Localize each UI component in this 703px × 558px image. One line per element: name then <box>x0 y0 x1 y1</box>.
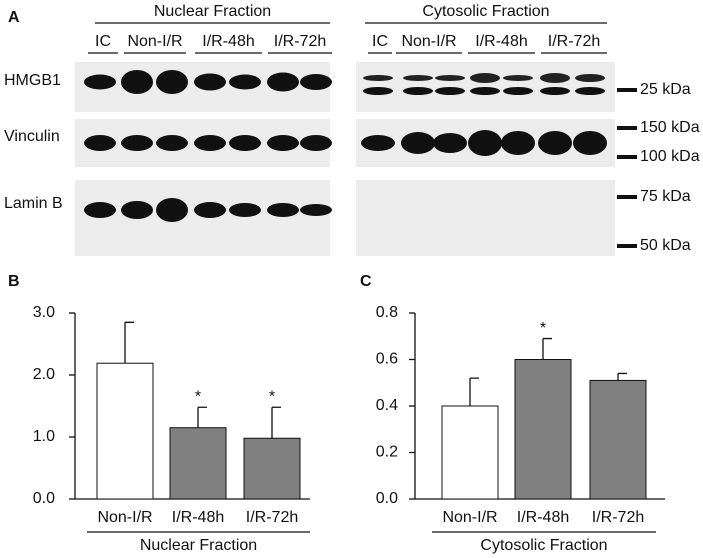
row-label: Lamin B <box>4 195 63 212</box>
blot-membrane <box>356 180 615 256</box>
band <box>403 87 433 95</box>
band <box>503 75 533 81</box>
bar <box>243 437 301 500</box>
marker-label: 150 kDa <box>640 119 700 136</box>
lane-label: I/R-72h <box>548 33 600 50</box>
error-bar <box>197 406 207 428</box>
band <box>538 131 572 155</box>
x-axis-title: Nuclear Fraction <box>140 537 257 554</box>
significance-star: * <box>195 388 201 405</box>
error-bar <box>617 372 627 381</box>
marker-label: 50 kDa <box>640 237 691 254</box>
band <box>300 135 332 151</box>
lane-label: IC <box>372 33 388 50</box>
band <box>363 75 393 81</box>
band <box>300 204 332 216</box>
y-tick-label: 1.0 <box>33 428 55 445</box>
band <box>503 87 533 95</box>
band <box>84 135 116 151</box>
band <box>194 202 226 218</box>
band <box>267 72 299 92</box>
lane-label: Non-I/R <box>127 33 182 50</box>
y-tick-label: 2.0 <box>33 366 55 383</box>
band <box>121 70 153 94</box>
band <box>267 203 299 217</box>
band <box>435 75 465 81</box>
error-bar <box>469 377 479 406</box>
band <box>433 133 467 153</box>
lane-label: IC <box>95 33 111 50</box>
lane-label: I/R-48h <box>202 33 254 50</box>
band <box>361 135 395 151</box>
y-tick-label: 0.4 <box>376 397 398 414</box>
y-tick-label: 0.0 <box>33 490 55 507</box>
y-tick-label: 0.6 <box>376 351 398 368</box>
band <box>84 74 116 90</box>
significance-star: * <box>269 388 275 405</box>
x-tick-label: Non-I/R <box>97 509 152 526</box>
band <box>575 87 605 95</box>
bar <box>514 359 572 500</box>
band <box>156 198 188 222</box>
band <box>575 74 605 82</box>
x-tick-label: I/R-48h <box>172 509 224 526</box>
row-label: HMGB1 <box>4 72 61 89</box>
y-tick-label: 0.2 <box>376 444 398 461</box>
group-title: Nuclear Fraction <box>154 3 271 20</box>
band <box>300 74 332 90</box>
band <box>229 74 261 90</box>
band <box>540 73 570 83</box>
band <box>194 73 226 91</box>
x-tick-label: I/R-72h <box>246 509 298 526</box>
band <box>470 87 500 95</box>
band <box>194 135 226 151</box>
marker-label: 100 kDa <box>640 148 700 165</box>
x-tick-label: I/R-48h <box>517 509 569 526</box>
error-bar <box>124 321 134 364</box>
panel-label: C <box>360 273 372 290</box>
significance-star: * <box>540 320 546 337</box>
error-bar <box>542 337 552 360</box>
band <box>121 135 153 151</box>
panel-label: B <box>8 273 20 290</box>
error-bar <box>271 406 281 439</box>
lane-label: I/R-48h <box>475 33 527 50</box>
bar <box>96 362 154 500</box>
band <box>573 131 607 155</box>
bar <box>441 405 499 500</box>
row-label: Vinculin <box>4 128 60 145</box>
blot-membrane <box>75 180 330 256</box>
bar <box>589 379 647 500</box>
band <box>435 87 465 95</box>
lane-label: Non-I/R <box>401 33 456 50</box>
band <box>156 135 188 151</box>
band <box>363 87 393 95</box>
panel-label: A <box>8 9 20 26</box>
band <box>267 135 299 151</box>
marker-label: 75 kDa <box>640 188 691 205</box>
band <box>84 202 116 218</box>
band <box>229 203 261 217</box>
band <box>540 87 570 95</box>
x-tick-label: Non-I/R <box>442 509 497 526</box>
x-tick-label: I/R-72h <box>592 509 644 526</box>
y-tick-label: 3.0 <box>33 304 55 321</box>
y-tick-label: 0.0 <box>376 490 398 507</box>
x-axis-title: Cytosolic Fraction <box>480 537 607 554</box>
band <box>156 70 188 94</box>
band <box>403 75 433 81</box>
band <box>401 132 435 154</box>
band <box>229 135 261 151</box>
band <box>501 131 535 155</box>
band <box>468 130 502 156</box>
blot-membrane <box>356 62 615 112</box>
lane-label: I/R-72h <box>274 33 326 50</box>
group-title: Cytosolic Fraction <box>422 3 549 20</box>
band <box>121 201 153 219</box>
y-tick-label: 0.8 <box>376 304 398 321</box>
bar <box>169 427 227 500</box>
marker-label: 25 kDa <box>640 81 691 98</box>
band <box>470 73 500 83</box>
